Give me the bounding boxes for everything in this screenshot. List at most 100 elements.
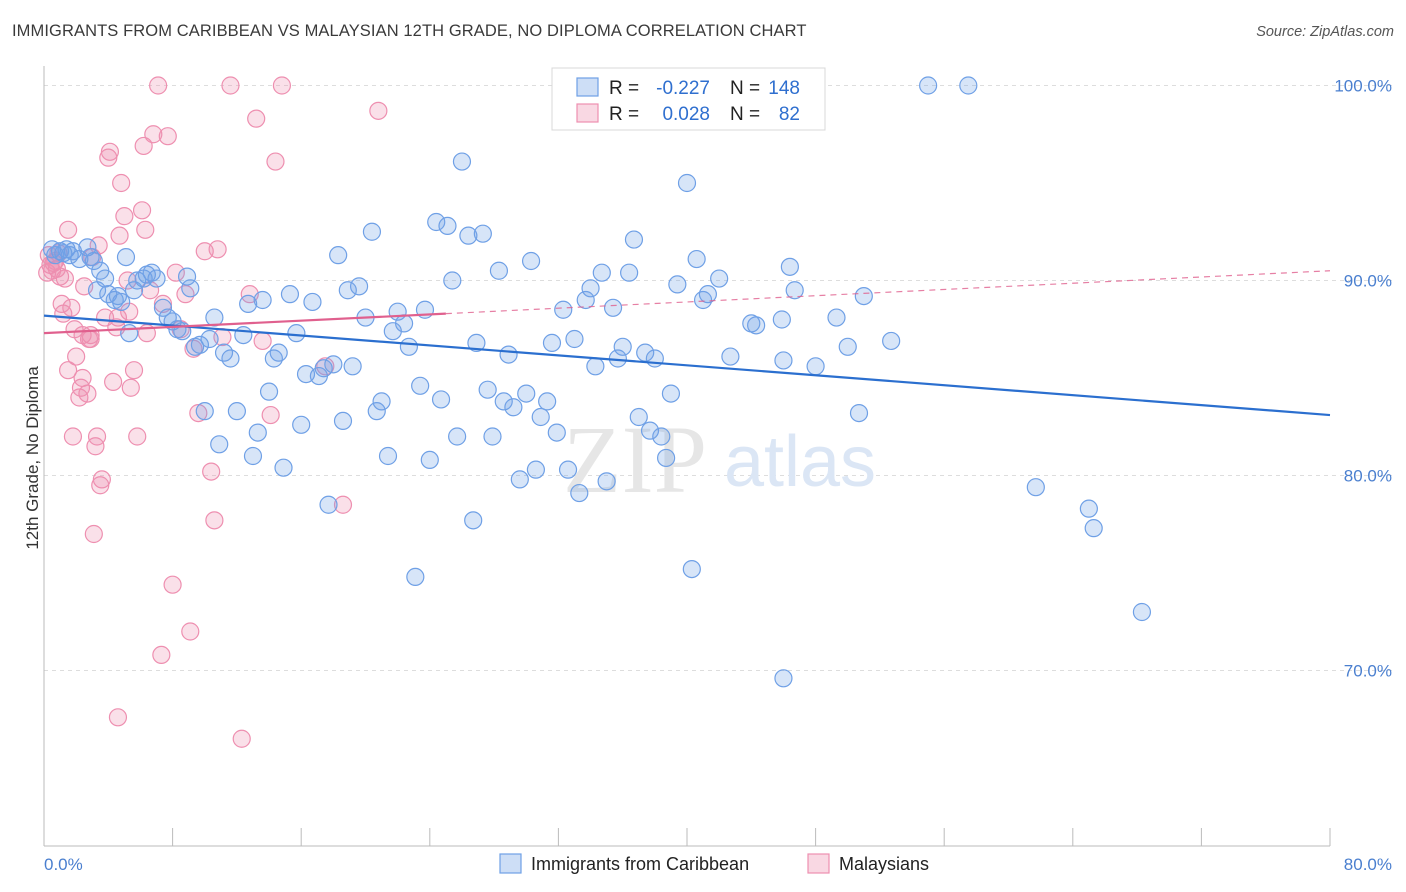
- data-point-caribbean: [287, 324, 306, 343]
- data-point-malaysians: [63, 427, 83, 446]
- y-tick-label: 80.0%: [1344, 467, 1392, 486]
- trend-line-malaysians: [43, 312, 446, 335]
- data-point-caribbean: [1079, 499, 1098, 518]
- data-point-caribbean: [538, 392, 557, 411]
- data-point-caribbean: [411, 376, 430, 395]
- data-point-caribbean: [195, 402, 214, 421]
- data-point-caribbean: [668, 275, 687, 294]
- data-point-caribbean: [243, 446, 263, 466]
- data-point-malaysians: [232, 729, 251, 748]
- data-point-malaysians: [140, 281, 160, 300]
- data-point-caribbean: [181, 279, 200, 298]
- data-point-caribbean: [227, 402, 246, 421]
- data-point-caribbean: [586, 357, 605, 376]
- data-point-caribbean: [112, 292, 131, 312]
- data-point-caribbean: [57, 240, 76, 259]
- data-point-caribbean: [652, 427, 671, 446]
- data-point-caribbean: [259, 382, 279, 401]
- data-point-caribbean: [448, 427, 467, 446]
- data-point-caribbean: [827, 308, 846, 327]
- data-point-malaysians: [247, 109, 266, 128]
- data-point-caribbean: [190, 335, 210, 354]
- data-point-malaysians: [87, 427, 107, 446]
- data-point-caribbean: [682, 559, 701, 579]
- data-point-caribbean: [333, 411, 353, 430]
- data-point-caribbean: [120, 324, 139, 343]
- data-point-malaysians: [128, 427, 147, 446]
- data-point-caribbean: [210, 435, 229, 454]
- data-point-caribbean: [50, 242, 70, 261]
- data-point-caribbean: [570, 483, 589, 503]
- data-point-caribbean: [661, 384, 681, 403]
- data-point-caribbean: [200, 329, 219, 349]
- data-point-malaysians: [55, 269, 74, 288]
- source-credit: Source: ZipAtlas.com: [1256, 24, 1394, 40]
- data-point-caribbean: [489, 261, 509, 280]
- data-point-caribbean: [657, 448, 676, 468]
- data-point-caribbean: [205, 308, 224, 327]
- legend-r-label-2: R =: [609, 104, 639, 125]
- data-point-malaysians: [124, 361, 144, 380]
- data-point-caribbean: [499, 345, 518, 364]
- data-point-malaysians: [108, 708, 128, 727]
- data-point-caribbean: [399, 337, 419, 356]
- x-tick-label-min: 0.0%: [44, 855, 83, 874]
- data-point-caribbean: [108, 287, 128, 306]
- data-point-caribbean: [542, 333, 562, 352]
- data-point-caribbean: [314, 359, 333, 378]
- data-point-caribbean: [785, 281, 804, 300]
- data-point-caribbean: [420, 450, 439, 469]
- data-point-malaysians: [158, 127, 177, 146]
- data-point-caribbean: [687, 249, 706, 269]
- legend-r-value-1: -0.227: [656, 78, 710, 99]
- data-point-caribbean: [747, 316, 766, 335]
- data-point-malaysians: [181, 622, 200, 641]
- data-point-malaysians: [104, 372, 123, 391]
- data-point-caribbean: [558, 460, 578, 479]
- bottom-legend-swatch-pink: [807, 853, 830, 874]
- data-point-caribbean: [640, 421, 660, 440]
- data-point-caribbean: [427, 212, 446, 232]
- bottom-legend-label-blue: Immigrants from Caribbean: [531, 854, 749, 874]
- data-point-malaysians: [333, 495, 353, 514]
- data-point-malaysians: [152, 645, 171, 665]
- data-point-caribbean: [603, 298, 623, 317]
- data-point-caribbean: [526, 460, 545, 479]
- data-point-caribbean: [367, 402, 386, 421]
- x-tick-label-max: 80.0%: [1344, 855, 1392, 874]
- legend-n-value-1: 148: [768, 78, 800, 99]
- data-point-caribbean: [882, 331, 901, 351]
- data-point-caribbean: [431, 390, 451, 409]
- x-tick-labels: 0.0% 80.0%: [44, 855, 1392, 874]
- legend-swatch-blue: [576, 77, 599, 97]
- watermark-atlas: atlas: [724, 422, 876, 502]
- trend-lines: [43, 270, 1331, 417]
- data-point-caribbean: [620, 263, 639, 282]
- data-point-caribbean: [597, 472, 616, 491]
- data-point-caribbean: [483, 427, 502, 446]
- series-legend: Immigrants from Caribbean Malaysians: [499, 853, 929, 874]
- data-point-caribbean: [452, 152, 472, 171]
- stats-legend: R = -0.227 N = 148 R = 0.028 N = 82: [551, 67, 826, 131]
- data-point-caribbean: [613, 337, 632, 356]
- data-point-caribbean: [292, 415, 311, 434]
- y-tick-label: 100.0%: [1334, 77, 1392, 96]
- data-point-caribbean: [780, 257, 799, 276]
- data-point-caribbean: [531, 407, 550, 427]
- data-point-caribbean: [95, 269, 115, 288]
- watermark: ZIP atlas: [563, 406, 876, 513]
- data-point-caribbean: [645, 349, 664, 368]
- data-point-caribbean: [142, 263, 161, 282]
- data-point-malaysians: [52, 294, 71, 313]
- data-point-caribbean: [221, 349, 240, 368]
- data-point-caribbean: [565, 329, 584, 349]
- data-point-caribbean: [443, 271, 462, 290]
- legend-n-value-2: 82: [779, 104, 800, 125]
- axes: [43, 66, 1331, 847]
- data-point-malaysians: [38, 263, 57, 282]
- data-point-caribbean: [349, 277, 369, 296]
- data-point-malaysians: [67, 347, 86, 366]
- data-point-caribbean: [467, 333, 486, 352]
- data-point-caribbean: [592, 263, 611, 282]
